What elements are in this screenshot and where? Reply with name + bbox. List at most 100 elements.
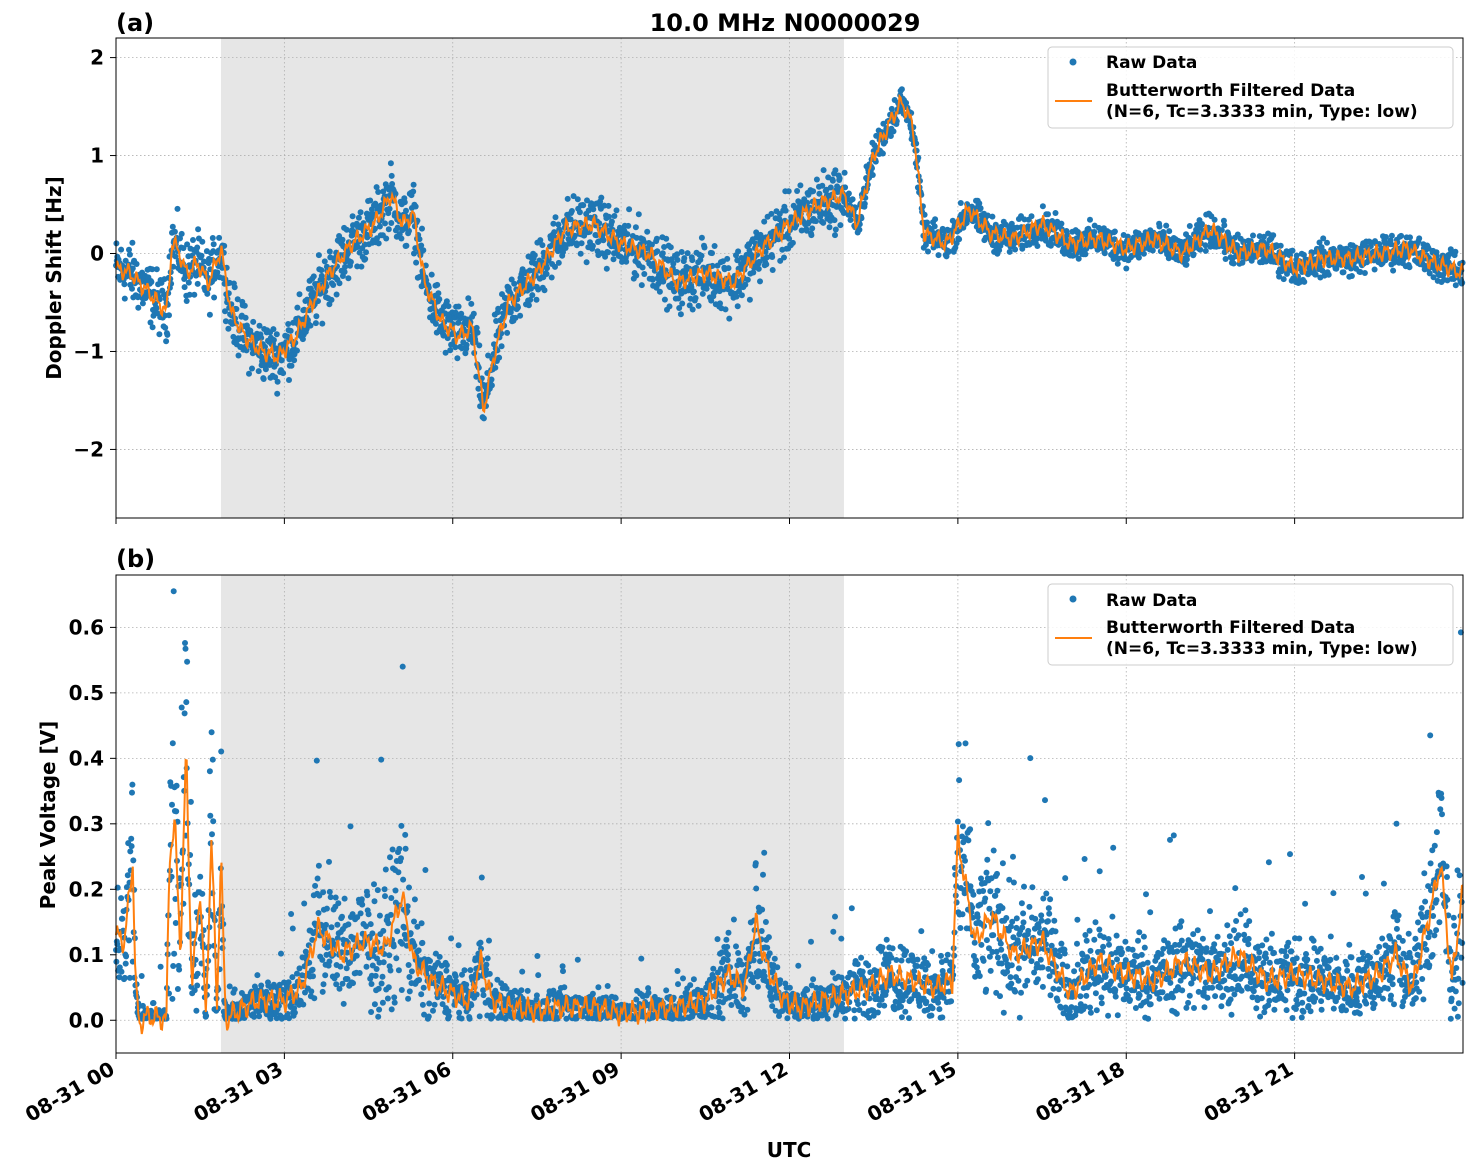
raw-data-point [456, 1010, 462, 1016]
raw-data-point [1341, 269, 1347, 275]
raw-data-point [368, 921, 374, 927]
raw-data-point [448, 935, 454, 941]
raw-data-point [932, 223, 938, 229]
raw-data-point [300, 1002, 306, 1008]
raw-data-point [1191, 251, 1197, 257]
raw-data-point [870, 172, 876, 178]
raw-data-point [827, 224, 833, 230]
raw-data-point [675, 257, 681, 263]
raw-data-point [471, 311, 477, 317]
raw-data-point [838, 936, 844, 942]
raw-data-point [734, 294, 740, 300]
raw-data-point [388, 160, 394, 166]
raw-data-point [127, 848, 133, 854]
raw-data-point [544, 271, 550, 277]
raw-data-point [294, 971, 300, 977]
raw-data-point [496, 355, 502, 361]
raw-data-point [183, 646, 189, 652]
raw-data-point [170, 740, 176, 746]
raw-data-point [490, 1014, 496, 1020]
raw-data-point [433, 321, 439, 327]
raw-data-point [462, 967, 468, 973]
raw-data-point [689, 257, 695, 263]
raw-data-point [1349, 273, 1355, 279]
raw-data-point [542, 287, 548, 293]
raw-data-point [388, 968, 394, 974]
raw-data-point [171, 951, 177, 957]
raw-data-point [479, 875, 485, 881]
y-tick-label: 1 [90, 144, 104, 168]
raw-data-point [345, 921, 351, 927]
raw-data-point [720, 1015, 726, 1021]
raw-data-point [388, 895, 394, 901]
raw-data-point [175, 986, 181, 992]
raw-data-point [936, 252, 942, 258]
raw-data-point [1407, 234, 1413, 240]
raw-data-point [783, 208, 789, 214]
raw-data-point [292, 1010, 298, 1016]
raw-data-point [842, 1016, 848, 1022]
raw-data-point [625, 223, 631, 229]
raw-data-point [1123, 266, 1129, 272]
raw-data-point [204, 291, 210, 297]
raw-data-point [1197, 247, 1203, 253]
raw-data-point [327, 889, 333, 895]
raw-data-point [809, 225, 815, 231]
raw-data-point [399, 987, 405, 993]
raw-data-point [772, 956, 778, 962]
raw-data-point [385, 920, 391, 926]
raw-data-point [437, 954, 443, 960]
raw-data-point [675, 968, 681, 974]
raw-data-point [786, 188, 792, 194]
raw-data-point [345, 275, 351, 281]
raw-data-point [769, 254, 775, 260]
raw-data-point [830, 970, 836, 976]
raw-data-point [1199, 221, 1205, 227]
raw-data-point [1203, 248, 1209, 254]
raw-data-point [209, 729, 215, 735]
raw-data-point [604, 266, 610, 272]
raw-data-point [544, 265, 550, 271]
raw-data-point [254, 972, 260, 978]
raw-data-point [310, 967, 316, 973]
raw-data-point [195, 226, 201, 232]
raw-data-point [726, 265, 732, 271]
raw-data-point [814, 177, 820, 183]
raw-data-point [420, 1002, 426, 1008]
raw-data-point [129, 286, 135, 292]
raw-data-point [244, 347, 250, 353]
raw-data-point [739, 962, 745, 968]
raw-data-point [768, 211, 774, 217]
raw-data-point [322, 972, 328, 978]
raw-data-point [1416, 235, 1422, 241]
raw-data-point [1270, 232, 1276, 238]
raw-data-point [654, 236, 660, 242]
raw-data-point [403, 243, 409, 249]
raw-data-point [1136, 255, 1142, 261]
raw-data-point [129, 843, 135, 849]
raw-data-point [444, 962, 450, 968]
raw-data-point [1048, 243, 1054, 249]
raw-data-point [123, 953, 129, 959]
raw-data-point [832, 167, 838, 173]
raw-data-point [375, 887, 381, 893]
raw-data-point [830, 929, 836, 935]
raw-data-point [679, 301, 685, 307]
raw-data-point [687, 982, 693, 988]
raw-data-point [216, 235, 222, 241]
raw-data-point [362, 256, 368, 262]
raw-data-point [1091, 229, 1097, 235]
raw-data-point [638, 956, 644, 962]
raw-data-point [735, 248, 741, 254]
raw-data-point [209, 831, 215, 837]
raw-data-point [644, 229, 650, 235]
raw-data-point [728, 1002, 734, 1008]
raw-data-point [842, 170, 848, 176]
raw-data-point [297, 291, 303, 297]
raw-data-point [481, 415, 487, 421]
raw-data-point [402, 199, 408, 205]
raw-data-point [784, 1015, 790, 1021]
raw-data-point [156, 331, 162, 337]
raw-data-point [321, 981, 327, 987]
raw-data-point [411, 251, 417, 257]
